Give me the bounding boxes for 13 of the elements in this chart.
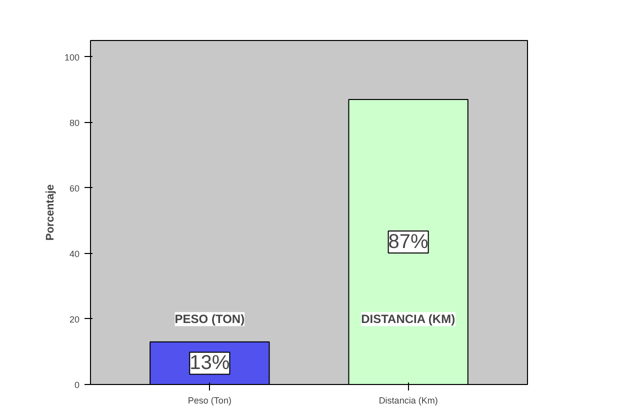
annotation: PESO (TON) (174, 312, 245, 326)
x-tick-label: Peso (Ton) (188, 396, 232, 406)
x-tick-label: Distancia (Km) (378, 396, 438, 406)
y-tick-label: 100 (64, 52, 80, 62)
annotation: DISTANCIA (KM) (361, 312, 456, 326)
data-label: 13% (190, 352, 230, 374)
y-axis-title: Porcentaje (44, 184, 56, 241)
y-tick-label: 0 (74, 380, 80, 390)
y-tick-label: 60 (69, 183, 80, 194)
y-tick-label: 40 (69, 248, 80, 259)
data-label: 87% (388, 230, 429, 253)
y-tick-label: 80 (69, 118, 80, 128)
y-tick-label: 20 (69, 314, 80, 324)
